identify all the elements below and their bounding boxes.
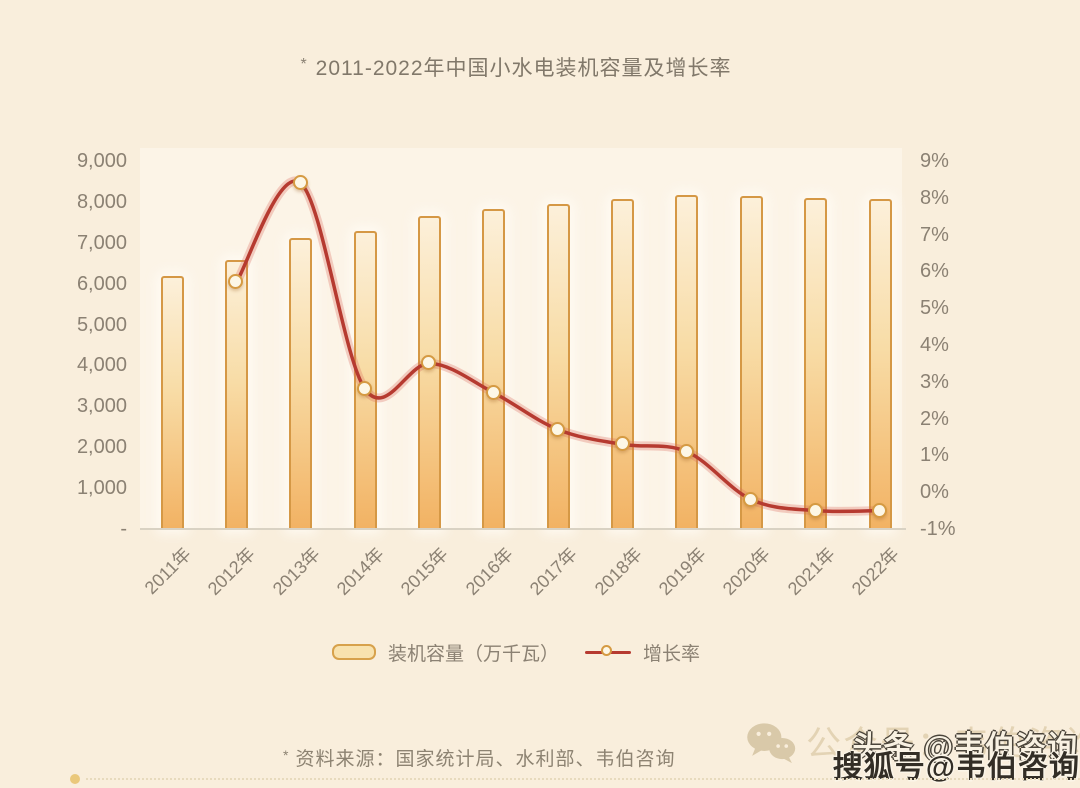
left-axis-tick-label: 1,000 (76, 477, 127, 500)
chart-plot-area (140, 161, 906, 530)
capacity-bar-swatch (331, 644, 376, 660)
left-axis-tick-label: 6,000 (76, 272, 127, 295)
growth-data-point (743, 491, 759, 507)
growth-data-point (550, 421, 566, 437)
legend-item-growth: 增长率 (585, 639, 700, 666)
growth-data-point (421, 355, 437, 371)
right-axis-tick-label: 6% (920, 260, 949, 283)
left-axis-tick-label: 7,000 (76, 231, 127, 254)
capacity-bar (739, 196, 763, 529)
growth-rate-line (231, 176, 885, 516)
right-axis-tick-label: 1% (920, 444, 949, 467)
source-text: 资料来源：国家统计局、水利部、韦伯咨询 (295, 749, 676, 770)
growth-data-point (614, 436, 630, 452)
left-axis-tick-label: - (120, 518, 127, 540)
legend-capacity-label: 装机容量（万千瓦） (387, 643, 559, 665)
growth-data-point (292, 175, 308, 191)
toutiao-watermark: 头条 @韦伯咨询 (852, 731, 1078, 764)
right-axis-tick-label: 8% (920, 186, 949, 209)
left-axis-tick-label: 4,000 (76, 354, 127, 377)
section-divider (70, 774, 1080, 784)
right-axis-tick-label: 9% (920, 150, 949, 172)
data-source-note: * 资料来源：国家统计局、水利部、韦伯咨询 (283, 744, 675, 771)
right-axis-tick-label: 5% (920, 297, 949, 320)
capacity-bar (224, 260, 248, 529)
legend-item-capacity: 装机容量（万千瓦） (331, 639, 559, 666)
left-axis-tick-label: 3,000 (76, 395, 127, 418)
capacity-bar (868, 198, 892, 529)
chart-legend: 装机容量（万千瓦） 增长率 (0, 638, 1032, 666)
legend-growth-label: 增长率 (643, 643, 701, 665)
right-axis-tick-label: 4% (920, 334, 949, 356)
growth-data-point (228, 274, 244, 290)
right-axis-tick-label: -1% (920, 518, 956, 540)
right-axis-tick-label: 2% (920, 407, 949, 430)
left-axis-tick-label: 5,000 (76, 313, 127, 336)
right-axis-tick-label: 7% (920, 223, 949, 246)
x-axis-line (140, 528, 906, 530)
growth-data-point (357, 381, 373, 397)
chart-title-text: 2011-2022年中国小水电装机容量及增长率 (315, 57, 732, 80)
wechat-icon (747, 722, 796, 763)
left-axis-tick-label: 9,000 (76, 150, 127, 172)
source-asterisk: * (283, 747, 290, 763)
growth-data-point (807, 502, 823, 518)
divider-dot (70, 774, 80, 784)
capacity-bar (289, 238, 313, 529)
title-asterisk: * (300, 56, 308, 73)
left-axis-tick-label: 2,000 (76, 436, 127, 459)
chart-title: * 2011-2022年中国小水电装机容量及增长率 (0, 52, 1032, 82)
right-axis-tick-label: 3% (920, 370, 949, 393)
growth-data-point (678, 443, 694, 459)
wechat-watermark: 公众号：韦伯咨询 (744, 716, 1080, 767)
capacity-bar (804, 197, 828, 529)
growth-data-point (485, 384, 501, 400)
growth-line-swatch (585, 644, 631, 660)
capacity-bar (160, 275, 184, 529)
capacity-bar (546, 204, 570, 529)
capacity-bar (482, 209, 506, 529)
right-axis-tick-label: 0% (920, 481, 949, 504)
left-axis-tick-label: 8,000 (76, 190, 127, 213)
wechat-watermark-text: 公众号：韦伯咨询 (806, 725, 1080, 764)
growth-data-point (872, 502, 887, 518)
capacity-bar (417, 216, 441, 529)
growth-marker-icon (601, 644, 612, 656)
capacity-bar (353, 230, 377, 529)
